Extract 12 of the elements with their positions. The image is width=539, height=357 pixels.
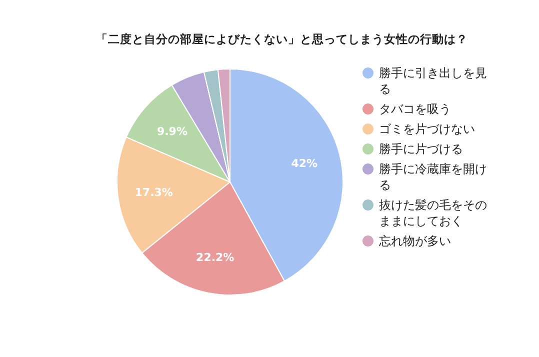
data-label: 22.2% (196, 251, 234, 264)
legend-label: 抜けた髪の毛をそのままにしておく (379, 198, 487, 228)
data-label: 42% (291, 156, 318, 170)
legend-label: 勝手に引き出しを見る (379, 66, 487, 96)
data-label: 17.3% (134, 186, 173, 200)
legend-label: 忘れ物が多い (379, 234, 451, 248)
chart-title: 「二度と自分の部屋によびたくない」と思ってしまう女性の行動は？ (96, 32, 468, 46)
legend-label: タバコを吸う (379, 102, 451, 116)
data-label: 9.9% (156, 125, 188, 138)
legend-label: ゴミを片づけない (379, 122, 475, 136)
legend-label: 勝手に片づける (379, 142, 463, 156)
legend-label: 勝手に冷蔵庫を開ける (379, 162, 487, 192)
